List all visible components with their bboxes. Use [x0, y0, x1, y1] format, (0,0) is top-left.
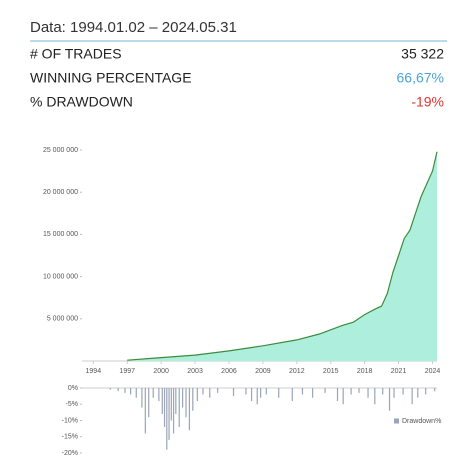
x-tick-label: 2015 [323, 368, 339, 375]
drawdown-bar [232, 388, 235, 397]
y-tick-label: -15% [62, 434, 78, 441]
drawdown-bar [117, 388, 119, 392]
x-tick-label: 2021 [391, 368, 407, 375]
legend-label: Drawdown% [402, 418, 441, 425]
y-tick-label: 20 000 000 [43, 189, 78, 196]
drawdown-bar [367, 388, 369, 398]
x-tick-label: 2018 [357, 368, 373, 375]
drawdown-bar [393, 388, 395, 398]
y-tick-label: 10 000 000 [43, 273, 78, 280]
drawdown-bar [161, 388, 163, 414]
x-tick-label: 2012 [289, 368, 305, 375]
drawdown-bar [178, 388, 180, 427]
drawdown-bar [388, 388, 391, 411]
drawdown-bar [188, 388, 191, 431]
drawdown-bar [245, 388, 247, 395]
drawdown-bar [158, 388, 160, 401]
drawdown-bar [170, 388, 172, 421]
y-tick-label: 25 000 000 [43, 147, 78, 154]
drawdown-bar [278, 388, 280, 398]
drawdown-bar [434, 388, 436, 392]
drawdown-bar [152, 388, 154, 398]
stat-label: WINNING PERCENTAGE [30, 70, 192, 86]
equity-area [127, 151, 437, 361]
drawdown-bar [163, 388, 166, 427]
y-tick-label: 0% [68, 385, 78, 392]
drawdown-bar [374, 388, 376, 405]
x-tick-label: 2003 [187, 368, 203, 375]
x-tick-label: 2000 [153, 368, 169, 375]
drawdown-bar [342, 388, 344, 405]
drawdown-bar [209, 388, 211, 398]
drawdown-bar [124, 388, 126, 393]
drawdown-bar [185, 388, 187, 418]
x-tick-label: 2006 [221, 368, 237, 375]
y-tick-label: -5% [66, 401, 78, 408]
drawdown-bar [148, 388, 150, 418]
drawdown-bar [182, 388, 184, 408]
drawdown-bar [350, 388, 352, 395]
y-tick-label: 5 000 000 [47, 316, 78, 323]
drawdown-bar [130, 388, 132, 395]
y-tick-label: 15 000 000 [43, 231, 78, 238]
drawdown-bar [256, 388, 258, 405]
drawdown-bar [109, 388, 111, 390]
drawdown-bar [250, 388, 253, 401]
stat-label: # OF TRADES [30, 46, 122, 62]
drawdown-bar [411, 388, 413, 405]
drawdown-bar [166, 388, 168, 450]
drawdown-bar [260, 388, 262, 398]
stat-value: 35 322 [401, 46, 444, 62]
drawdown-bar [425, 388, 427, 395]
drawdown-bar [301, 388, 304, 395]
drawdown-bar [417, 388, 419, 398]
drawdown-bar [402, 388, 404, 395]
legend-swatch [394, 418, 399, 424]
drawdown-bar [382, 388, 384, 395]
drawdown-bar [172, 388, 175, 434]
date-range: Data: 1994.01.02 – 2024.05.31 [30, 19, 237, 36]
stat-value: 66,67% [397, 70, 444, 86]
drawdown-bar [202, 388, 204, 395]
drawdown-bar [141, 388, 143, 408]
x-tick-label: 1994 [86, 368, 102, 375]
drawdown-bar [196, 388, 198, 401]
drawdown-bar [135, 388, 137, 398]
drawdown-bar [336, 388, 339, 401]
drawdown-bar [144, 388, 146, 434]
drawdown-bar [217, 388, 219, 393]
drawdown-bar [291, 388, 293, 401]
stat-value: -19% [411, 94, 444, 110]
drawdown-bar [324, 388, 326, 393]
drawdown-bar [358, 388, 360, 393]
drawdown-bar [175, 388, 177, 414]
x-tick-label: 2024 [425, 368, 441, 375]
drawdown-bar [168, 388, 170, 440]
y-tick-label: -20% [62, 450, 78, 457]
equity-line [127, 151, 438, 361]
stat-label: % DRAWDOWN [30, 94, 133, 110]
drawdown-bar [312, 388, 314, 398]
drawdown-bar [265, 388, 267, 395]
y-tick-label: -10% [62, 417, 78, 424]
drawdown-bar [192, 388, 194, 411]
x-tick-label: 1997 [119, 368, 135, 375]
x-tick-label: 2009 [255, 368, 271, 375]
